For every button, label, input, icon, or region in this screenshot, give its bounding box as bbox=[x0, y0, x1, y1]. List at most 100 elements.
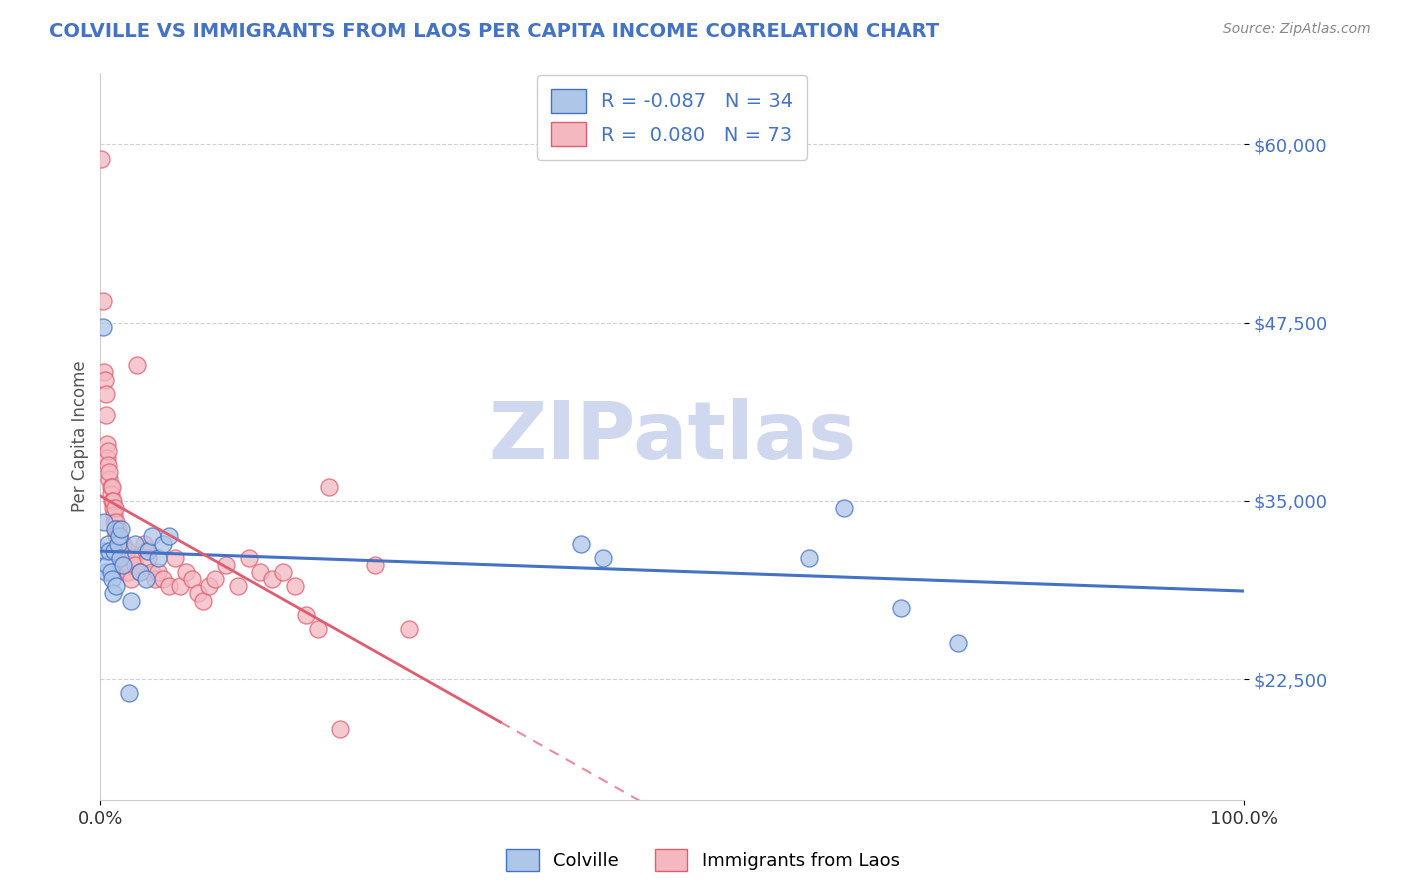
Point bbox=[260, 572, 283, 586]
Point bbox=[121, 550, 143, 565]
Point bbox=[398, 622, 420, 636]
Point bbox=[94, 408, 117, 422]
Point bbox=[129, 565, 152, 579]
Point bbox=[98, 465, 121, 479]
Point bbox=[118, 686, 141, 700]
Point bbox=[112, 558, 135, 572]
Point bbox=[146, 565, 169, 579]
Point bbox=[112, 558, 135, 572]
Point bbox=[96, 558, 118, 572]
Point bbox=[152, 572, 174, 586]
Point bbox=[832, 500, 855, 515]
Point bbox=[118, 558, 141, 572]
Point bbox=[101, 493, 124, 508]
Point bbox=[91, 294, 114, 309]
Point bbox=[100, 565, 122, 579]
Point bbox=[157, 529, 180, 543]
Y-axis label: Per Capita Income: Per Capita Income bbox=[72, 360, 89, 512]
Point bbox=[198, 579, 221, 593]
Point bbox=[97, 443, 120, 458]
Legend: Colville, Immigrants from Laos: Colville, Immigrants from Laos bbox=[499, 842, 907, 879]
Point bbox=[174, 565, 197, 579]
Point bbox=[238, 550, 260, 565]
Point bbox=[111, 550, 134, 565]
Point bbox=[143, 572, 166, 586]
Point bbox=[249, 565, 271, 579]
Point bbox=[307, 622, 329, 636]
Point bbox=[96, 450, 118, 465]
Point bbox=[138, 550, 160, 565]
Point bbox=[101, 493, 124, 508]
Point bbox=[193, 593, 215, 607]
Point bbox=[799, 550, 821, 565]
Point bbox=[129, 565, 152, 579]
Point bbox=[103, 515, 125, 529]
Point bbox=[295, 607, 318, 622]
Point bbox=[110, 522, 132, 536]
Point bbox=[101, 572, 124, 586]
Legend: R = -0.087   N = 34, R =  0.080   N = 73: R = -0.087 N = 34, R = 0.080 N = 73 bbox=[537, 76, 807, 160]
Point bbox=[98, 543, 121, 558]
Point bbox=[204, 572, 226, 586]
Point bbox=[135, 572, 157, 586]
Point bbox=[110, 543, 132, 558]
Point bbox=[138, 543, 160, 558]
Point bbox=[124, 536, 146, 550]
Point bbox=[163, 550, 186, 565]
Text: ZIPatlas: ZIPatlas bbox=[488, 398, 856, 475]
Point bbox=[107, 543, 129, 558]
Text: Source: ZipAtlas.com: Source: ZipAtlas.com bbox=[1223, 22, 1371, 37]
Point bbox=[271, 565, 294, 579]
Point bbox=[112, 550, 135, 565]
Point bbox=[91, 319, 114, 334]
Point bbox=[94, 387, 117, 401]
Point bbox=[107, 536, 129, 550]
Point bbox=[105, 529, 128, 543]
Point bbox=[146, 550, 169, 565]
Point bbox=[98, 472, 121, 486]
Point bbox=[592, 550, 614, 565]
Point bbox=[93, 366, 115, 380]
Point bbox=[569, 536, 592, 550]
Point bbox=[104, 500, 127, 515]
Point bbox=[152, 536, 174, 550]
Point bbox=[124, 558, 146, 572]
Point bbox=[169, 579, 191, 593]
Point bbox=[215, 558, 238, 572]
Point bbox=[284, 579, 307, 593]
Point bbox=[97, 536, 120, 550]
Point bbox=[93, 515, 115, 529]
Point bbox=[105, 515, 128, 529]
Point bbox=[890, 600, 912, 615]
Point bbox=[107, 529, 129, 543]
Point bbox=[105, 579, 128, 593]
Point bbox=[135, 543, 157, 558]
Text: COLVILLE VS IMMIGRANTS FROM LAOS PER CAPITA INCOME CORRELATION CHART: COLVILLE VS IMMIGRANTS FROM LAOS PER CAP… bbox=[49, 22, 939, 41]
Point bbox=[107, 529, 129, 543]
Point bbox=[157, 579, 180, 593]
Point bbox=[108, 550, 131, 565]
Point bbox=[90, 152, 112, 166]
Point bbox=[186, 586, 208, 600]
Point bbox=[104, 522, 127, 536]
Point bbox=[104, 522, 127, 536]
Point bbox=[94, 565, 117, 579]
Point bbox=[96, 436, 118, 450]
Point bbox=[141, 529, 163, 543]
Point bbox=[103, 508, 125, 522]
Point bbox=[108, 536, 131, 550]
Point bbox=[112, 536, 135, 550]
Point bbox=[115, 543, 138, 558]
Point bbox=[946, 636, 969, 650]
Point bbox=[120, 572, 142, 586]
Point bbox=[97, 458, 120, 472]
Point bbox=[329, 722, 352, 736]
Point bbox=[132, 536, 155, 550]
Point bbox=[100, 486, 122, 500]
Point bbox=[114, 565, 136, 579]
Point bbox=[94, 373, 117, 387]
Point bbox=[117, 565, 139, 579]
Point bbox=[103, 543, 125, 558]
Point bbox=[318, 479, 340, 493]
Point bbox=[101, 500, 124, 515]
